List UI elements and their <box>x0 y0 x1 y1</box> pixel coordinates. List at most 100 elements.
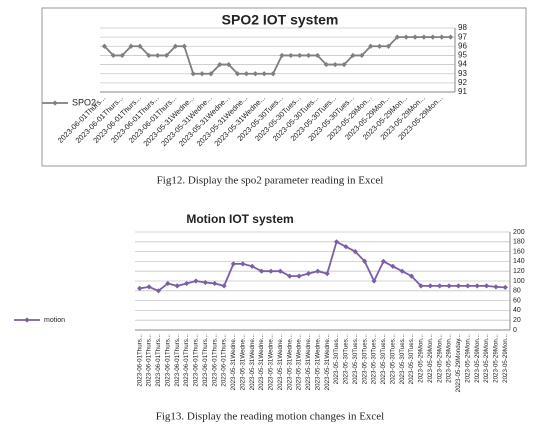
chart-title: SPO2 IOT system <box>222 12 339 28</box>
x-tick-label: 2023-05-31Wedne... <box>268 334 275 391</box>
data-point <box>297 52 303 59</box>
data-point <box>455 283 462 289</box>
x-tick-label: 2023-05-29Mon... <box>493 334 500 383</box>
data-point <box>352 249 358 255</box>
data-point <box>270 71 276 77</box>
y-tick-label: 160 <box>513 248 525 255</box>
x-tick-label: 2023-05-31Wedne... <box>230 334 237 391</box>
x-tick-label: 2023-05-29Mon... <box>464 334 471 383</box>
x-tick-label: 2023-05-31Wedne... <box>305 334 312 391</box>
x-tick-label: 2023-05-29Mon... <box>474 334 481 383</box>
data-point <box>249 263 255 269</box>
data-point <box>305 52 312 59</box>
y-tick-label: 95 <box>458 51 467 60</box>
data-point <box>296 273 302 279</box>
data-point <box>332 61 338 68</box>
y-tick-label: 180 <box>513 239 525 246</box>
data-point <box>137 43 143 49</box>
data-point <box>430 34 436 40</box>
y-tick-label: 100 <box>513 278 525 285</box>
chart-title: Motion IOT system <box>186 212 293 226</box>
data-point <box>221 283 227 289</box>
data-point <box>368 43 374 49</box>
y-tick-label: 120 <box>513 268 525 275</box>
x-tick-label: 2023-05-30Tues... <box>333 334 340 385</box>
data-point <box>190 71 196 77</box>
data-point <box>287 273 293 279</box>
data-point <box>483 283 490 289</box>
x-tick-label: 2023-05-30Tues... <box>361 334 368 385</box>
y-tick-label: 97 <box>458 32 467 41</box>
x-tick-label: 2023-05-30Tues... <box>371 334 378 385</box>
x-tick-label: 2023-06-01Thurs... <box>183 334 190 387</box>
data-point <box>390 263 396 269</box>
x-tick-label: 2023-05-31Wedne... <box>249 334 256 391</box>
x-tick-label: 2023-06-01Thurs... <box>221 334 228 387</box>
series-line <box>139 240 506 292</box>
y-tick-label: 96 <box>458 41 467 50</box>
x-tick-label: 2023-05-29Mon... <box>427 334 434 383</box>
data-point <box>174 283 180 289</box>
data-point <box>146 284 152 290</box>
data-point <box>202 279 208 286</box>
data-point <box>427 283 433 289</box>
data-point <box>146 52 152 59</box>
data-point <box>183 280 190 287</box>
x-tick-label: 2023-05-30Tues... <box>399 334 406 385</box>
data-point <box>502 284 508 290</box>
x-tick-label: 2023-06-01Thurs... <box>193 334 200 387</box>
legend-label: motion <box>44 317 65 324</box>
data-point <box>110 52 116 59</box>
x-tick-label: 2023-05-31Wedne... <box>314 334 321 391</box>
data-point <box>217 61 223 68</box>
x-tick-label: 2023-05-29Mon... <box>436 334 443 383</box>
data-point <box>155 52 161 59</box>
x-tick-label: 2023-05-31Wedne... <box>239 334 246 391</box>
x-tick-label: 2023-05-31Wedne... <box>296 334 303 391</box>
y-tick-label: 0 <box>513 327 517 334</box>
data-point <box>394 34 400 40</box>
data-point <box>371 278 377 284</box>
data-point <box>359 52 365 59</box>
x-tick-label: 2023-05-30Tues... <box>408 334 415 385</box>
data-point <box>199 71 205 77</box>
y-tick-label: 140 <box>513 258 525 265</box>
x-tick-label: 2023-06-01Thurs... <box>202 334 209 387</box>
y-tick-label: 80 <box>513 288 521 295</box>
data-point <box>208 71 214 77</box>
x-tick-label: 2023-06-01Thurs... <box>174 334 181 387</box>
data-point <box>376 43 383 49</box>
data-point <box>252 71 258 77</box>
x-tick-label: 2023-05-30Tues... <box>389 334 396 385</box>
y-tick-label: 20 <box>513 317 521 324</box>
y-tick-label: 92 <box>458 78 467 87</box>
data-point <box>230 261 237 267</box>
y-tick-label: 200 <box>513 229 525 236</box>
data-point <box>437 283 443 289</box>
x-tick-label: 2023-06-01Thurs... <box>136 334 143 387</box>
data-point <box>446 283 452 289</box>
data-point <box>385 43 392 49</box>
x-tick-label: 2023-05-31Wedne... <box>277 334 284 391</box>
data-point <box>288 52 294 59</box>
x-tick-label: 2023-05-29Mon... <box>483 334 490 383</box>
x-tick-label: 2023-06-01Thurs... <box>155 334 162 387</box>
data-point <box>101 43 108 49</box>
data-point <box>261 71 267 77</box>
data-point <box>279 52 285 59</box>
x-tick-label: 2023-05-31Wedne... <box>324 334 331 391</box>
x-tick-label: 2023-06-01Thurs... <box>211 334 218 387</box>
caption: Fig13. Display the reading motion change… <box>156 411 385 423</box>
data-point <box>399 268 405 274</box>
x-tick-label: 2023-05-30Tues... <box>380 334 387 385</box>
data-point <box>493 284 499 290</box>
data-point <box>305 271 312 277</box>
data-point <box>234 71 241 77</box>
data-point <box>128 43 134 49</box>
x-tick-label: 2023-05-29Monday... <box>455 334 462 393</box>
x-tick-label: 2023-05-29Mon... <box>446 334 453 383</box>
data-point <box>474 283 480 289</box>
legend-label: SPO2 <box>72 97 96 107</box>
